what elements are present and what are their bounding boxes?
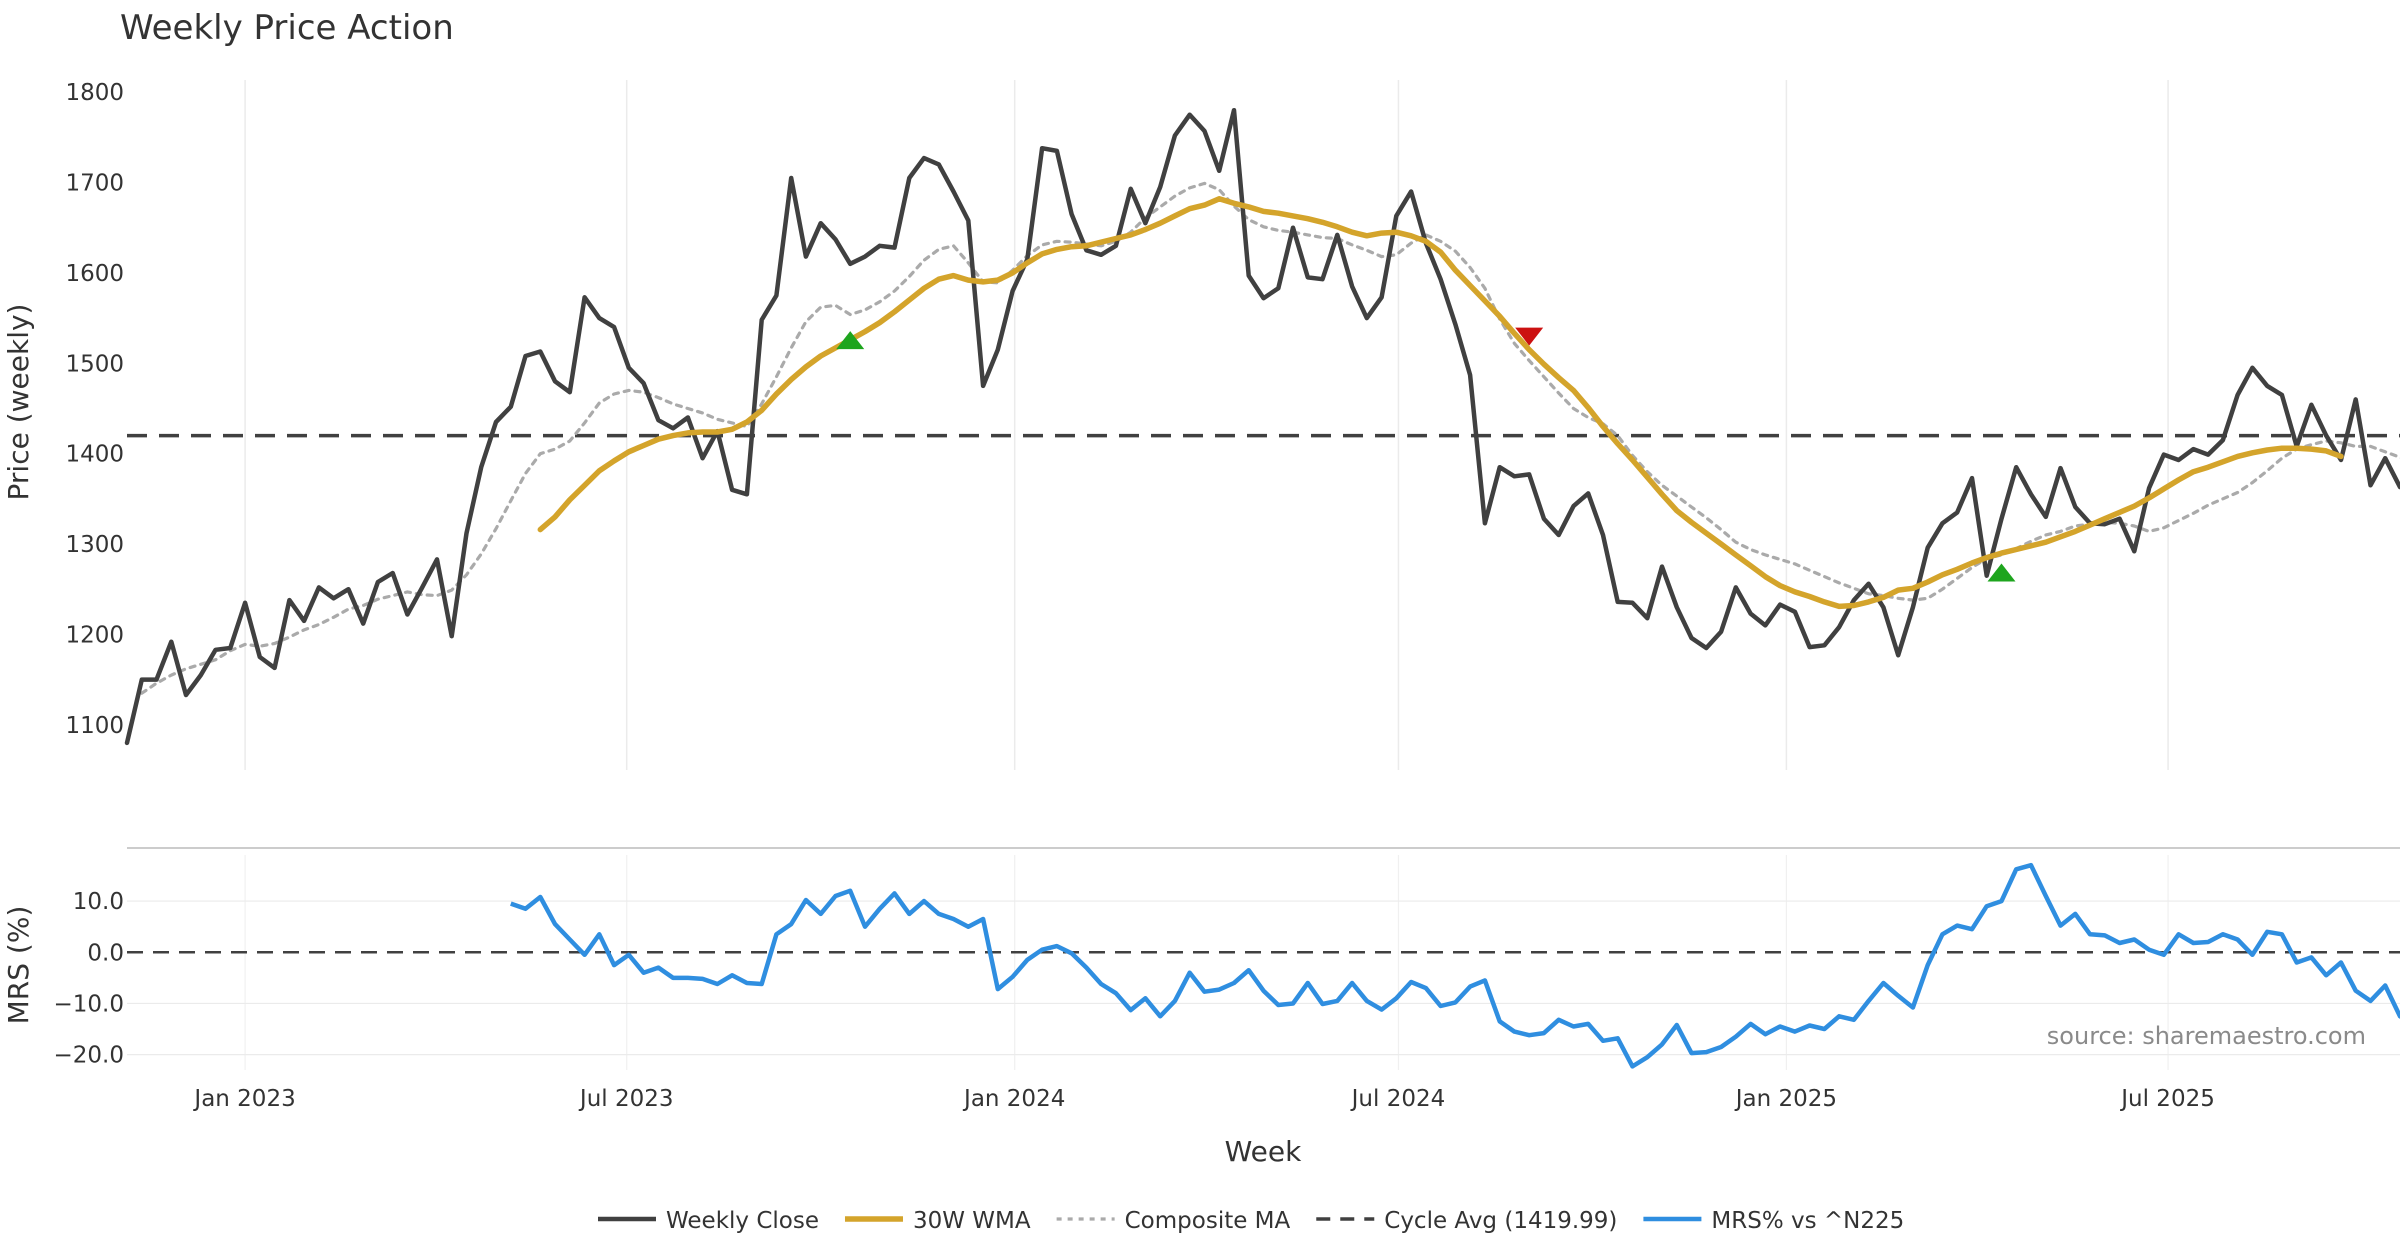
mrs-y-tick-label: −10.0 <box>54 991 124 1017</box>
price-gridlines <box>244 80 2169 770</box>
legend-item-weekly-close: Weekly Close <box>598 1208 819 1234</box>
x-tick-label: Jul 2025 <box>2119 1086 2215 1112</box>
chart-title: Weekly Price Action <box>120 8 454 48</box>
price-panel: 1100 1200 1300 1400 1500 1600 1700 1800 Price (… <box>2 80 2400 770</box>
price-series <box>124 107 2400 746</box>
legend-item-cycle-avg-1419-99: Cycle Avg (1419.99) <box>1316 1208 1617 1234</box>
source-note: source: sharemaestro.com <box>2047 1022 2366 1050</box>
price-y-axis-title: Price (weekly) <box>2 304 35 501</box>
mrs-panel: 10.0 0.0 −10.0 −20.0 MRS (%) source: sharem… <box>2 847 2400 1070</box>
mrs-gridlines <box>127 855 2400 1070</box>
price-y-tick-label: 1500 <box>65 351 124 377</box>
mrs-y-axis-title: MRS (%) <box>2 906 35 1025</box>
mrs-y-ticks: 10.0 0.0 −10.0 −20.0 <box>54 889 124 1069</box>
legend-label: Cycle Avg (1419.99) <box>1384 1208 1617 1234</box>
legend-label: 30W WMA <box>913 1208 1031 1234</box>
price-y-tick-label: 1100 <box>65 713 124 739</box>
legend-label: Weekly Close <box>666 1208 819 1234</box>
sell-signal-marker <box>1515 327 1544 346</box>
signal-markers <box>836 327 2016 582</box>
x-axis-title: Week <box>1225 1135 1302 1168</box>
price-y-tick-label: 1400 <box>65 442 124 468</box>
x-tick-label: Jul 2024 <box>1350 1086 1446 1112</box>
legend-item-30w-wma: 30W WMA <box>844 1208 1031 1234</box>
x-tick-label: Jul 2023 <box>578 1086 674 1112</box>
x-tick-label: Jan 2023 <box>192 1086 295 1112</box>
legend-item-mrs-vs-n225: MRS% vs ^N225 <box>1643 1208 1904 1234</box>
mrs-series <box>127 862 2400 1069</box>
mrs-y-tick-label: −20.0 <box>54 1043 124 1069</box>
series-30w-wma-line <box>537 196 2344 610</box>
price-y-tick-label: 1300 <box>65 532 124 558</box>
price-y-tick-label: 1600 <box>65 261 124 287</box>
price-y-tick-label: 1800 <box>65 80 124 106</box>
mrs-y-tick-label: 0.0 <box>87 940 124 966</box>
price-y-tick-label: 1200 <box>65 622 124 648</box>
price-y-ticks: 1100 1200 1300 1400 1500 1600 1700 1800 <box>65 80 124 739</box>
legend-item-composite-ma: Composite MA <box>1056 1208 1291 1234</box>
buy-signal-marker <box>1987 563 2016 582</box>
series-mrs-line <box>510 862 2400 1069</box>
x-tick-label: Jan 2024 <box>962 1086 1065 1112</box>
series-weekly-close-line <box>124 107 2400 746</box>
legend: Weekly Close 30W WMA Composite MA Cycle Avg… <box>598 1208 1904 1234</box>
legend-label: Composite MA <box>1125 1208 1291 1234</box>
x-tick-label: Jan 2025 <box>1734 1086 1837 1112</box>
x-ticks: Jan 2023 Jul 2023 Jan 2024 Jul 2024 Jan 2025… <box>192 1086 2214 1112</box>
series-composite-ma-line <box>140 181 2400 695</box>
buy-signal-marker <box>836 331 865 350</box>
mrs-y-tick-label: 10.0 <box>73 889 124 915</box>
legend-label: MRS% vs ^N225 <box>1711 1208 1904 1234</box>
price-y-tick-label: 1700 <box>65 171 124 197</box>
